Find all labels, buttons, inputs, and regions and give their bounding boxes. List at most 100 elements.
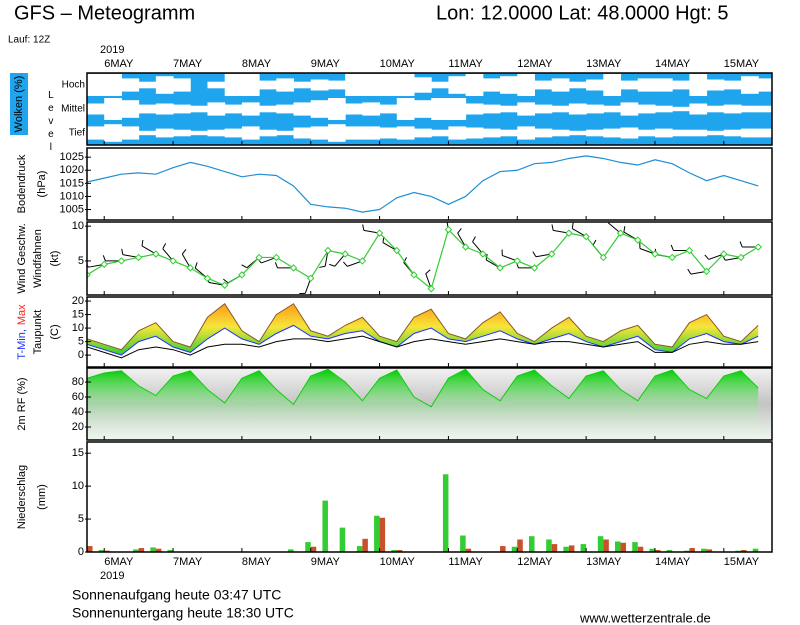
wind-feather — [241, 264, 248, 269]
marker — [547, 250, 556, 258]
cloud-cover — [104, 124, 122, 142]
cloud-cover — [534, 80, 553, 90]
wind-feather — [446, 211, 451, 214]
x-tick-label: 15MAY — [724, 58, 760, 70]
cloud-cover — [241, 74, 260, 96]
cloud-cover — [190, 105, 208, 113]
cloud-cover — [689, 74, 708, 96]
marker — [289, 264, 298, 272]
marker — [720, 250, 728, 258]
y-label-2: Taupunkt — [32, 310, 44, 355]
cloud-cover — [637, 129, 656, 137]
cloud-cover — [448, 76, 467, 94]
x-tick-label: 13MAY — [586, 58, 622, 70]
cloud-cover — [637, 78, 656, 92]
sunset: Sonnenuntergang heute 18:30 UTC — [72, 605, 294, 621]
cloud-cover — [758, 78, 772, 92]
cloud-cover — [241, 126, 260, 140]
cloud-cover — [500, 105, 518, 113]
level-label: Mittel — [61, 104, 85, 115]
wind-feather — [670, 244, 674, 251]
cloud-cover — [603, 128, 622, 138]
cloud-cover — [241, 102, 260, 116]
cloud-cover — [603, 74, 622, 96]
wind-barb — [87, 274, 88, 276]
y-label: Bodendruck — [16, 154, 28, 213]
area — [87, 369, 759, 440]
cloud-cover — [551, 78, 570, 92]
marker — [324, 246, 332, 255]
cloud-cover — [672, 129, 690, 137]
cloud-cover — [173, 104, 191, 114]
cloud-cover — [603, 105, 622, 113]
wind-barb — [607, 222, 621, 234]
bar — [632, 542, 638, 552]
cloud-cover — [155, 76, 174, 94]
y-label-part: T-Min, — [16, 329, 28, 360]
cloud-cover — [345, 126, 363, 140]
cloud-cover — [654, 105, 673, 113]
wind-feather — [704, 254, 710, 260]
bar — [133, 549, 139, 552]
cloud-cover — [500, 76, 518, 94]
cloud-cover — [551, 129, 570, 137]
bar — [741, 550, 747, 552]
y-tick-label: 1005 — [60, 203, 84, 215]
cloud-cover — [637, 104, 656, 114]
y-tick-label: 5 — [78, 255, 84, 267]
panel-line — [87, 155, 759, 213]
line — [87, 324, 759, 356]
cloud-cover — [293, 127, 312, 139]
bar — [637, 546, 644, 552]
cloud-cover — [155, 103, 174, 115]
marker — [203, 274, 212, 283]
wind-feather — [319, 265, 326, 268]
temp-range — [87, 303, 759, 356]
year-bottom: 2019 — [100, 570, 124, 582]
cloud-cover — [310, 79, 329, 91]
y-tick-label: 1020 — [60, 164, 84, 176]
bar — [666, 550, 673, 552]
marker — [117, 257, 126, 265]
cloud-cover — [224, 128, 243, 138]
bar — [138, 548, 145, 552]
x-tick-label: 7MAY — [173, 556, 203, 568]
marker — [496, 264, 504, 272]
bar — [362, 538, 368, 552]
bar — [706, 549, 713, 552]
y-tick-label: 20 — [72, 295, 84, 307]
cloud-cover — [379, 104, 398, 114]
cloud-cover — [327, 80, 346, 90]
y-tick-label: 1010 — [60, 190, 84, 202]
cloud-cover — [534, 128, 553, 138]
cloud-cover — [138, 104, 157, 114]
wind-feather — [425, 269, 431, 275]
wind-feather — [532, 251, 537, 258]
y-label-2: Windfahnen — [32, 229, 44, 288]
cloud-cover — [500, 129, 518, 137]
panel-border — [86, 221, 773, 296]
cloud-cover — [741, 76, 759, 94]
marker — [479, 250, 487, 258]
cloud-cover — [396, 98, 415, 120]
bar — [615, 541, 621, 552]
cloud-cover — [431, 129, 449, 137]
wind-feather — [571, 222, 574, 229]
cloud-cover — [276, 78, 295, 92]
cloud-cover — [293, 102, 312, 116]
panel-temperature — [87, 303, 759, 359]
bar — [391, 550, 397, 552]
panel-border — [86, 367, 773, 441]
wind-feather — [181, 249, 187, 255]
y-label: Niederschlag — [16, 465, 28, 529]
level-label: Hoch — [62, 80, 85, 91]
cloud-cover — [654, 78, 673, 92]
cloud-cover — [723, 104, 742, 114]
x-tick-label: 11MAY — [448, 556, 483, 568]
y-tick-label: 0 — [78, 546, 84, 558]
marker — [341, 250, 349, 258]
marker — [444, 225, 453, 234]
cloud-cover — [379, 74, 398, 96]
run: Lauf: 12Z — [8, 35, 50, 46]
y-unit: (kt) — [49, 251, 61, 267]
